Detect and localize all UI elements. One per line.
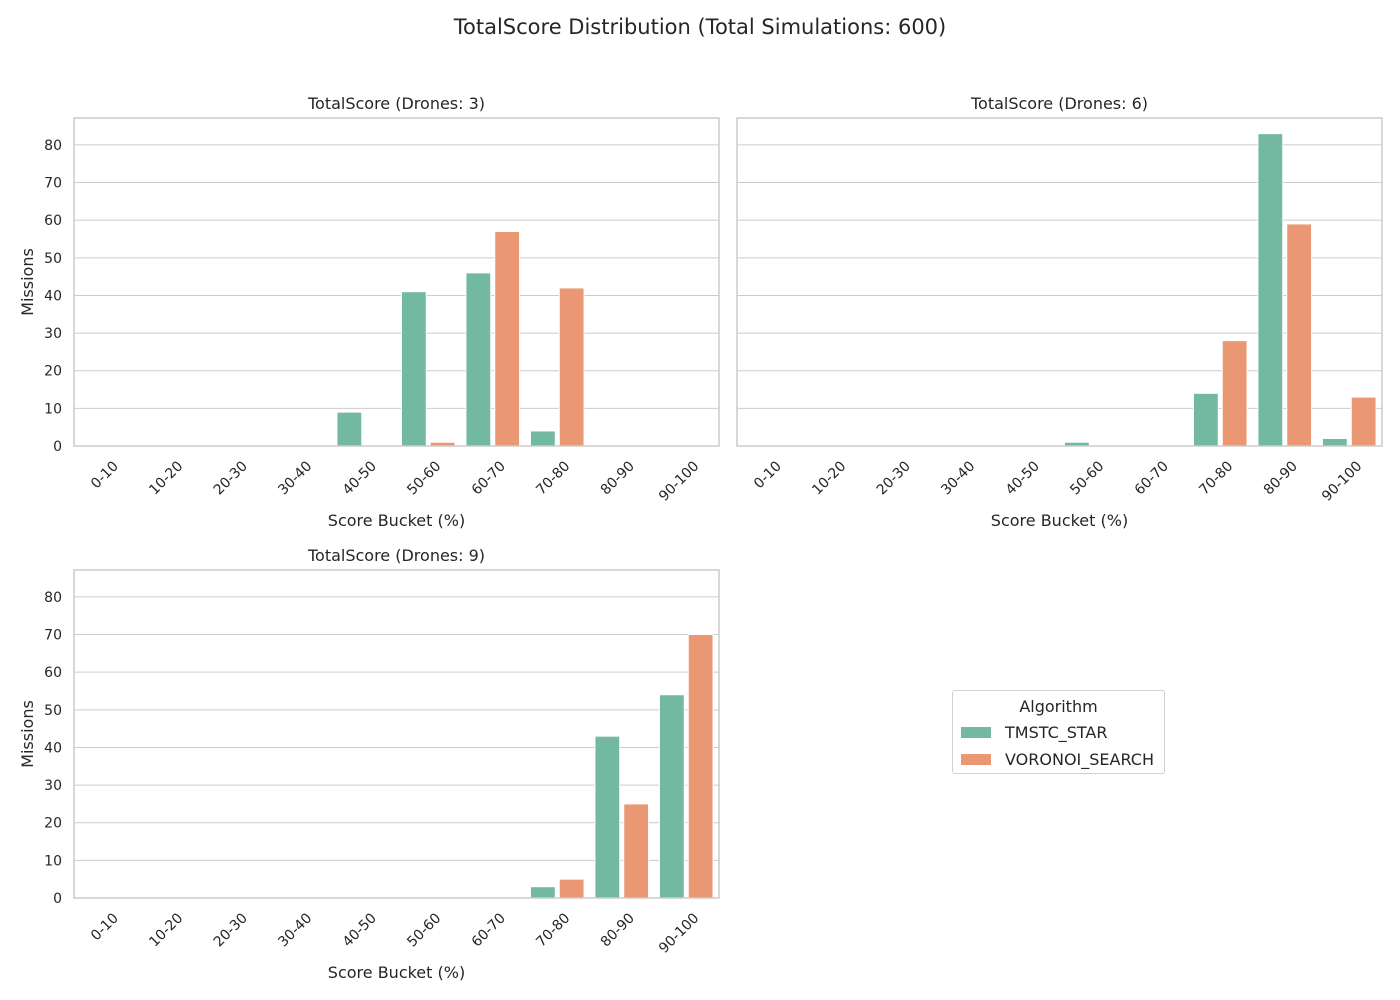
legend-swatch-tmstc-star	[961, 726, 991, 738]
legend-label-tmstc-star: TMSTC_STAR	[1005, 722, 1108, 742]
x-tick-label: 0-10	[88, 458, 122, 492]
legend-title: Algorithm	[1019, 697, 1098, 716]
x-tick-label: 70-80	[533, 458, 573, 498]
x-tick-label: 90-100	[656, 458, 702, 504]
y-tick-label: 40	[44, 288, 62, 304]
x-tick-label: 50-60	[404, 458, 444, 498]
y-axis-label: Missions	[18, 248, 37, 316]
y-tick-label: 10	[44, 401, 62, 417]
x-tick-label: 20-30	[211, 458, 251, 498]
bar-voronoi-search	[558, 287, 585, 447]
legend-swatch-voronoi-search	[961, 753, 991, 765]
legend-label-voronoi-search: VORONOI_SEARCH	[1005, 749, 1154, 769]
x-tick-label: 60-70	[469, 458, 509, 498]
x-tick-label: 30-40	[275, 458, 315, 498]
x-tick-label: 10-20	[146, 458, 186, 498]
y-tick-label: 60	[44, 213, 62, 229]
y-tick-label: 50	[44, 251, 62, 267]
legend-item-tmstc-star: TMSTC_STAR	[961, 722, 1108, 742]
legend-item-voronoi-search: VORONOI_SEARCH	[961, 749, 1154, 769]
y-tick-label: 20	[44, 364, 62, 380]
bar-tmstc-star	[400, 291, 427, 447]
legend: Algorithm TMSTC_STAR VORONOI_SEARCH	[952, 690, 1165, 774]
plot-frame	[73, 117, 720, 447]
subplot-title: TotalScore (Drones: 3)	[307, 94, 485, 113]
figure-title: TotalScore Distribution (Total Simulatio…	[453, 15, 947, 39]
x-tick-label: 80-90	[598, 458, 638, 498]
y-tick-label: 80	[44, 138, 62, 154]
bar-tmstc-star	[529, 430, 556, 447]
bar-voronoi-search	[494, 230, 521, 447]
x-tick-label: 40-50	[340, 458, 380, 498]
x-axis-label: Score Bucket (%)	[328, 511, 465, 530]
y-tick-label: 30	[44, 326, 62, 342]
y-tick-label: 0	[53, 439, 62, 455]
bar-tmstc-star	[465, 272, 492, 447]
bar-tmstc-star	[336, 411, 363, 447]
y-tick-label: 70	[44, 176, 62, 192]
